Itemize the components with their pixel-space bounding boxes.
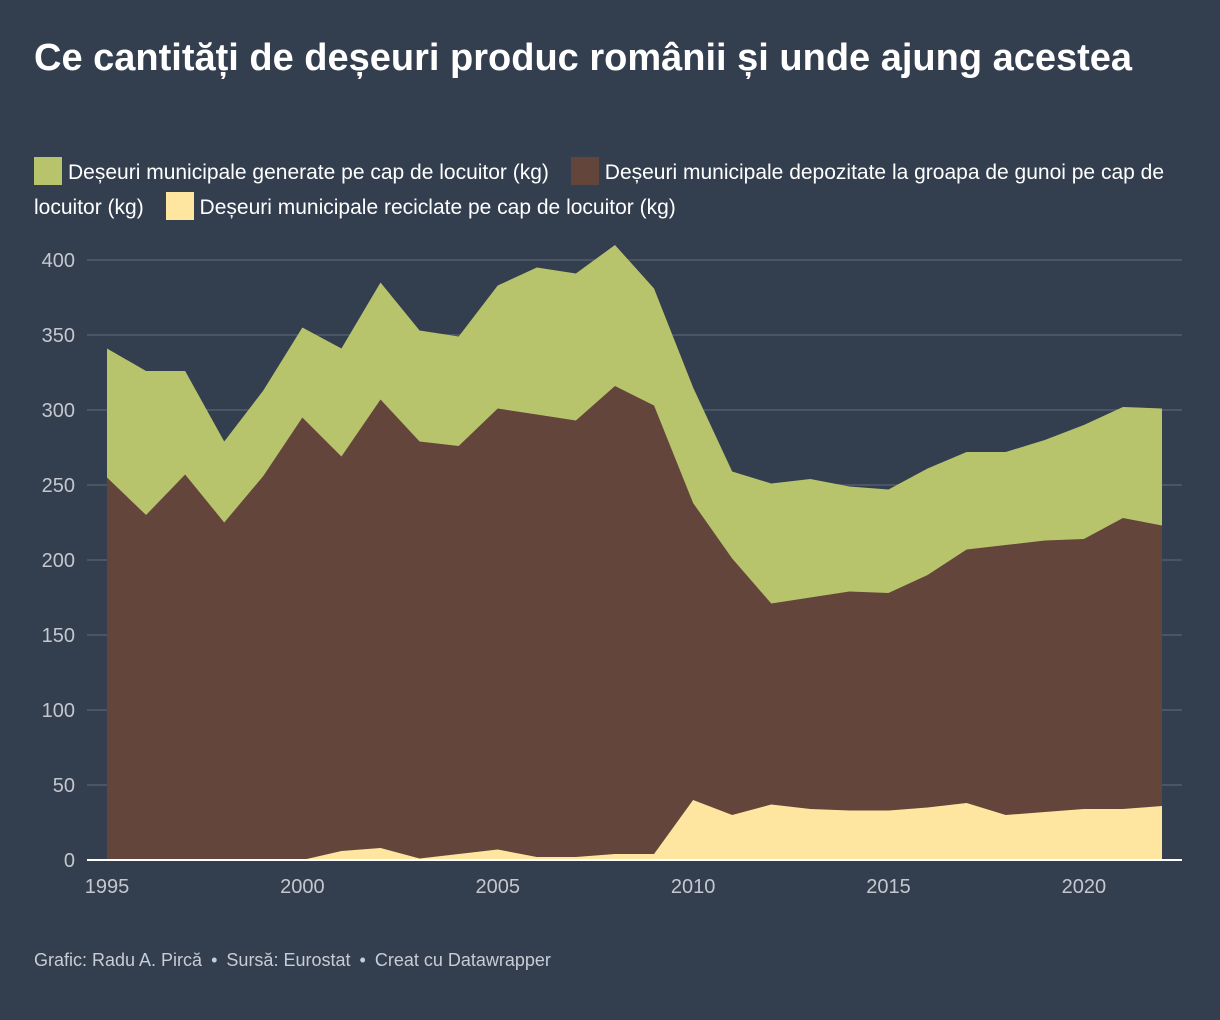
footer-separator: • (359, 950, 366, 970)
y-tick-label: 100 (42, 700, 75, 722)
footer-author: Grafic: Radu A. Pircă (34, 950, 203, 970)
y-tick-label: 0 (64, 850, 75, 872)
legend-item-landfilled[interactable]: Deșeuri municipale depozitate la groapa … (34, 157, 1164, 219)
y-axis-labels: 0 50 100 150 200 250 300 350 400 (42, 250, 75, 872)
x-tick-label: 2005 (475, 876, 520, 898)
legend-label-recycled: Deșeuri municipale reciclate pe cap de l… (199, 196, 676, 219)
y-tick-label: 250 (42, 475, 75, 497)
x-tick-label: 1995 (85, 876, 130, 898)
legend-swatch-landfilled (570, 157, 599, 185)
x-tick-label: 2020 (1062, 876, 1107, 898)
x-tick-label: 2000 (280, 876, 325, 898)
y-tick-label: 150 (42, 625, 75, 647)
chart-title: Ce cantități de deșeuri produc românii ș… (34, 37, 1133, 79)
legend-item-recycled[interactable]: Deșeuri municipale reciclate pe cap de l… (165, 192, 676, 220)
footer-separator: • (211, 950, 218, 970)
x-tick-label: 2010 (671, 876, 716, 898)
legend-swatch-generated (34, 157, 62, 185)
footer-tool[interactable]: Creat cu Datawrapper (374, 950, 551, 970)
x-tick-label: 2015 (866, 876, 911, 898)
area-series (107, 245, 1162, 860)
legend: Deșeuri municipale generate pe cap de lo… (34, 155, 1194, 225)
legend-label-generated: Deșeuri municipale generate pe cap de lo… (68, 161, 549, 184)
area-landfilled[interactable] (107, 386, 1162, 860)
legend-label-landfilled: Deșeuri municipale depozitate la groapa … (34, 161, 1164, 219)
y-tick-label: 50 (53, 775, 75, 797)
x-axis-labels: 1995 2000 2005 2010 2015 2020 (85, 876, 1106, 898)
y-tick-label: 350 (42, 325, 75, 347)
footer-source[interactable]: Sursă: Eurostat (226, 950, 351, 970)
legend-item-generated[interactable]: Deșeuri municipale generate pe cap de lo… (34, 157, 549, 185)
y-tick-label: 300 (42, 400, 75, 422)
legend-swatch-recycled (165, 192, 194, 220)
y-tick-label: 200 (42, 550, 75, 572)
footer: Grafic: Radu A. Pircă • Sursă: Eurostat … (34, 950, 551, 971)
y-tick-label: 400 (42, 250, 75, 272)
area-recycled[interactable] (107, 800, 1162, 860)
